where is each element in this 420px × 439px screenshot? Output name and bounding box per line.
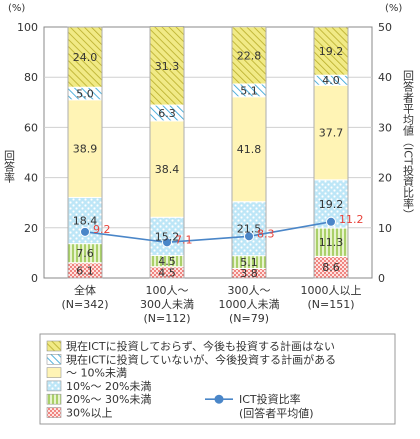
left-axis-title: 回答率 <box>3 150 16 184</box>
category-label: 100人～ 300人未満(N=112) <box>140 284 194 325</box>
bar-outline <box>149 26 185 279</box>
legend-box <box>39 333 396 425</box>
legend-swatch <box>46 367 62 378</box>
segment-value-label: 7.6 <box>76 247 94 260</box>
bar-segment <box>231 96 267 203</box>
category-label-line: 300人未満 <box>140 298 194 311</box>
segment-value-label: 22.8 <box>237 49 262 62</box>
segment-value-label: 15.2 <box>155 230 180 243</box>
category-label: 1000人以上(N=151) <box>301 284 362 311</box>
right-tick-label: 30 <box>378 121 392 134</box>
segment-value-label: 5.1 <box>240 256 258 269</box>
segment-value-label: 19.2 <box>319 198 344 211</box>
legend-line-label: ICT投資比率 <box>239 392 301 406</box>
ict-ratio-value-label: 7.1 <box>175 233 193 246</box>
segment-value-label: 41.8 <box>237 143 262 156</box>
category-label-line: 100人～ <box>146 284 189 297</box>
legend-swatch <box>46 393 62 405</box>
legend-label: 10%～ 20%未満 <box>66 380 151 393</box>
left-axis-unit: (%) <box>8 3 25 14</box>
category-label: 全体(N=342) <box>61 283 108 311</box>
plot-area <box>43 25 373 279</box>
segment-value-label: 37.7 <box>319 127 344 140</box>
segment-value-label: 6.3 <box>158 107 176 120</box>
segment-value-label: 8.6 <box>322 261 340 274</box>
category-label-line: 300人～ <box>228 284 271 297</box>
segment-value-label: 19.2 <box>319 45 344 58</box>
category-label-line: 1000人以上 <box>301 284 362 297</box>
ict-ratio-point <box>326 216 336 227</box>
left-tick-label: 60 <box>24 121 38 134</box>
category-label: 300人～ 1000人未満(N=79) <box>219 284 280 325</box>
plot-frame <box>43 26 373 279</box>
category-label-line: (N=112) <box>143 312 190 325</box>
legend-label: ～ 10%未満 <box>66 367 127 380</box>
ict-ratio-line <box>84 220 332 244</box>
legend-line-marker <box>214 394 224 404</box>
segment-value-label: 4.0 <box>322 74 340 87</box>
bar-segment <box>149 216 185 256</box>
segment-value-label: 24.0 <box>73 51 98 64</box>
segment-value-label: 6.1 <box>76 264 94 277</box>
ict-ratio-value-label: 9.2 <box>93 223 111 236</box>
ict-ratio-value-label: 8.3 <box>257 227 275 240</box>
right-tick-label: 50 <box>378 21 392 34</box>
bar-segment <box>67 99 103 198</box>
right-tick-label: 20 <box>378 172 392 185</box>
ict-ratio-value-label: 11.2 <box>339 213 364 226</box>
segment-value-label: 18.4 <box>73 215 98 228</box>
legend-swatch <box>46 340 62 352</box>
legend-swatch <box>46 353 62 365</box>
segment-value-label: 11.3 <box>319 236 344 249</box>
category-label-line: 全体 <box>74 283 96 297</box>
legend-label: 現在ICTに投資しておらず、今後も投資する計画はない <box>66 339 335 353</box>
bar-segment <box>149 120 185 218</box>
segment-value-label: 21.5 <box>237 223 262 236</box>
legend-label: 現在ICTに投資していないが、今後投資する計画がある <box>66 352 336 366</box>
bar-outline <box>67 26 103 279</box>
segment-value-label: 4.5 <box>158 255 176 268</box>
right-axis-title: 回答者平均値（ICT投資比率） <box>402 70 415 220</box>
legend-line-sublabel: (回答者平均値) <box>239 406 314 420</box>
legend-swatch <box>46 407 62 418</box>
right-tick-label: 0 <box>378 272 385 285</box>
segment-value-label: 5.0 <box>76 88 94 101</box>
label-layer: 0 20 40 60 80 100 0 10 20 30 40 50 6.1 7.6 18.4 38.9 5.0… <box>17 21 392 325</box>
legend-label: 30%以上 <box>66 407 112 420</box>
category-label-line: 1000人未満 <box>219 298 280 311</box>
left-tick-label: 40 <box>24 172 38 185</box>
segment-value-label: 5.1 <box>240 84 258 97</box>
right-tick-label: 10 <box>378 222 392 235</box>
segment-value-label: 38.9 <box>73 143 98 156</box>
category-label-line: (N=151) <box>307 298 354 311</box>
left-tick-label: 20 <box>24 222 38 235</box>
segment-value-label: 31.3 <box>155 60 180 73</box>
segment-value-label: 38.4 <box>155 163 180 176</box>
right-tick-label: 40 <box>378 71 392 84</box>
left-tick-label: 0 <box>31 272 38 285</box>
ict-ratio-point <box>244 231 254 242</box>
segment-value-label: 3.8 <box>240 267 258 280</box>
legend-label: 20%～ 30%未満 <box>66 393 151 406</box>
left-tick-label: 100 <box>17 21 38 34</box>
segment-value-label: 4.5 <box>158 266 176 279</box>
legend: 現在ICTに投資しておらず、今後も投資する計画はない現在ICTに投資していないが… <box>39 333 396 425</box>
ict-ratio-point <box>80 226 90 237</box>
category-label-line: (N=342) <box>61 298 108 311</box>
ict-ratio-point <box>162 237 172 248</box>
left-tick-label: 80 <box>24 71 38 84</box>
bar-segment <box>313 84 349 181</box>
category-label-line: (N=79) <box>229 312 269 325</box>
legend-swatch <box>46 380 62 392</box>
right-axis-unit: (%) <box>385 3 402 14</box>
bar-outline <box>313 26 349 279</box>
bar-outline <box>231 26 267 279</box>
